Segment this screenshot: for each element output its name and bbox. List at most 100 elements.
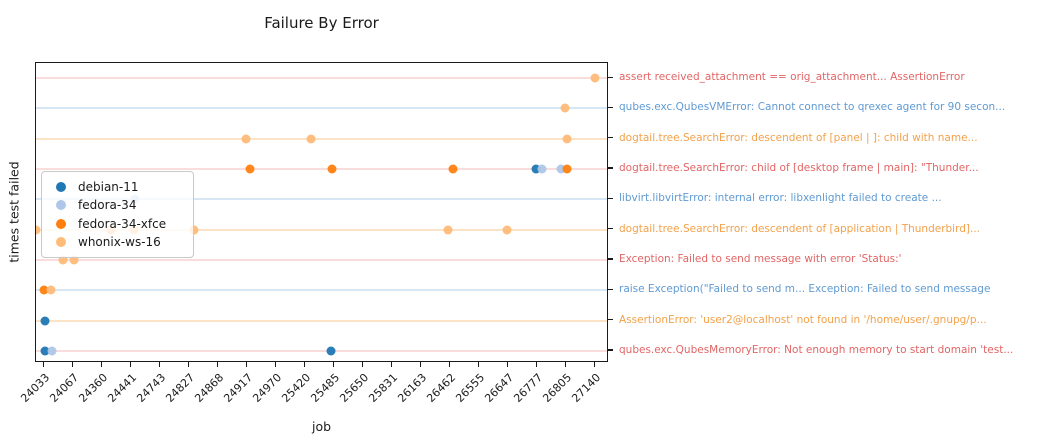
x-tick-label-text: 26555 [453,371,488,405]
x-tick-label-text: 26777 [511,371,546,405]
x-tick-mark [593,362,596,367]
y-tick-mark [608,258,613,260]
data-point-whonix-ws-16 [36,225,41,235]
x-tick-mark [100,362,103,367]
x-tick-mark [390,362,393,367]
x-axis-label: job [311,419,332,434]
y-tick-mark [608,288,613,291]
legend: debian-11 fedora-34 fedora-34-xfce whonix-w… [41,171,194,258]
x-tick-mark [303,362,306,367]
y-tick-mark [608,137,613,139]
data-point-whonix-ws-16 [590,73,600,83]
error-label: libvirt.libvirtError: internal error: li… [619,192,942,205]
data-point-debian-11 [40,346,50,356]
x-tick-mark [564,362,567,367]
error-label: qubes.exc.QubesMemoryError: Not enough m… [619,343,1014,356]
x-tick-mark [332,362,335,367]
grid-line [36,228,607,231]
data-point-whonix-ws-16 [560,103,570,113]
grid-line [36,107,607,110]
x-tick-label-text: 25420 [279,371,314,405]
data-point-whonix-ws-16 [46,285,56,295]
error-label: raise Exception("Failed to send m... Exc… [619,283,991,296]
error-label: assert received_attachment == orig_attac… [619,71,965,83]
y-tick-mark [608,167,613,169]
x-tick-mark [129,362,132,367]
grid-line [36,289,607,292]
legend-label: fedora-34-xfce [78,216,167,231]
x-tick-mark [535,362,538,367]
error-label: Exception: Failed to send message with e… [619,252,902,265]
x-tick-label-text: 24970 [250,371,285,405]
x-tick-label-text: 25831 [366,371,401,405]
data-point-fedora-34 [537,164,547,174]
data-point-whonix-ws-16 [189,225,199,235]
data-point-debian-11 [40,316,50,326]
x-tick-mark [361,362,364,367]
legend-item-fedora-34-xfce: fedora-34-xfce [56,217,189,231]
x-tick-mark [448,362,451,367]
x-tick-mark [187,362,190,367]
y-tick-mark [608,319,613,321]
x-tick-mark [158,362,161,367]
x-tick-label-text: 24917 [221,371,256,405]
x-tick-label-text: 26647 [482,371,517,405]
error-label: dogtail.tree.SearchError: descendent of … [619,131,978,144]
data-point-fedora-34 [47,346,57,356]
x-tick-label-text: 24743 [134,371,169,405]
x-tick-label-text: 25485 [308,371,343,405]
legend-label: fedora-34 [78,198,137,213]
error-label: dogtail.tree.SearchError: descendent of … [619,222,981,235]
legend-marker-icon [56,200,66,211]
x-tick-label-text: 26163 [395,371,430,405]
x-tick-mark [419,362,422,367]
data-point-fedora-34-xfce [39,285,49,295]
data-point-whonix-ws-16 [241,134,251,144]
x-tick-mark [216,362,219,367]
x-tick-label-text: 24441 [105,371,140,405]
data-point-whonix-ws-16 [443,225,453,235]
data-point-fedora-34-xfce [448,164,458,174]
legend-label: debian-11 [78,180,139,195]
plot-area: debian-11 fedora-34 fedora-34-xfce whonix-w… [35,62,608,362]
x-tick-label-text: 24827 [163,371,198,405]
data-point-debian-11 [531,164,541,174]
data-point-whonix-ws-16 [58,255,68,265]
error-label: AssertionError: 'user2@localhost' not fo… [619,313,987,326]
legend-item-whonix-ws-16: whonix-ws-16 [56,235,189,249]
legend-marker-icon [56,236,66,247]
data-point-whonix-ws-16 [69,255,79,265]
x-tick-label-text: 24067 [47,371,82,405]
legend-item-debian-11: debian-11 [56,180,189,194]
grid-line [36,258,607,261]
y-tick-mark [608,228,613,230]
data-point-whonix-ws-16 [306,134,316,144]
x-tick-label-text: 27140 [569,371,604,405]
grid-line [36,77,607,79]
chart-title: Failure By Error [264,14,379,32]
y-tick-mark [608,76,613,78]
x-tick-label-text: 24868 [192,371,227,405]
y-tick-mark [608,349,613,351]
y-tick-mark [608,106,613,109]
grid-line [36,198,607,201]
legend-item-fedora-34: fedora-34 [56,198,189,212]
data-point-fedora-34-xfce [245,164,255,174]
legend-marker-icon [56,218,66,229]
error-label: qubes.exc.QubesVMError: Cannot connect t… [619,101,1006,114]
x-tick-mark [506,362,509,367]
legend-label: whonix-ws-16 [78,234,161,249]
data-point-fedora-34-xfce [327,164,337,174]
error-label: dogtail.tree.SearchError: child of [desk… [619,161,979,174]
y-axis-label: times test failed [6,161,22,263]
data-point-debian-11 [326,346,336,356]
legend-marker-icon [56,182,66,193]
y-tick-mark [608,197,613,200]
x-tick-label-text: 24033 [18,371,53,405]
x-tick-label-text: 24360 [76,371,111,405]
grid-line [36,167,607,170]
grid-line [36,137,607,140]
x-tick-label-text: 26462 [424,371,459,405]
data-point-whonix-ws-16 [562,134,572,144]
x-tick-mark [245,362,248,367]
